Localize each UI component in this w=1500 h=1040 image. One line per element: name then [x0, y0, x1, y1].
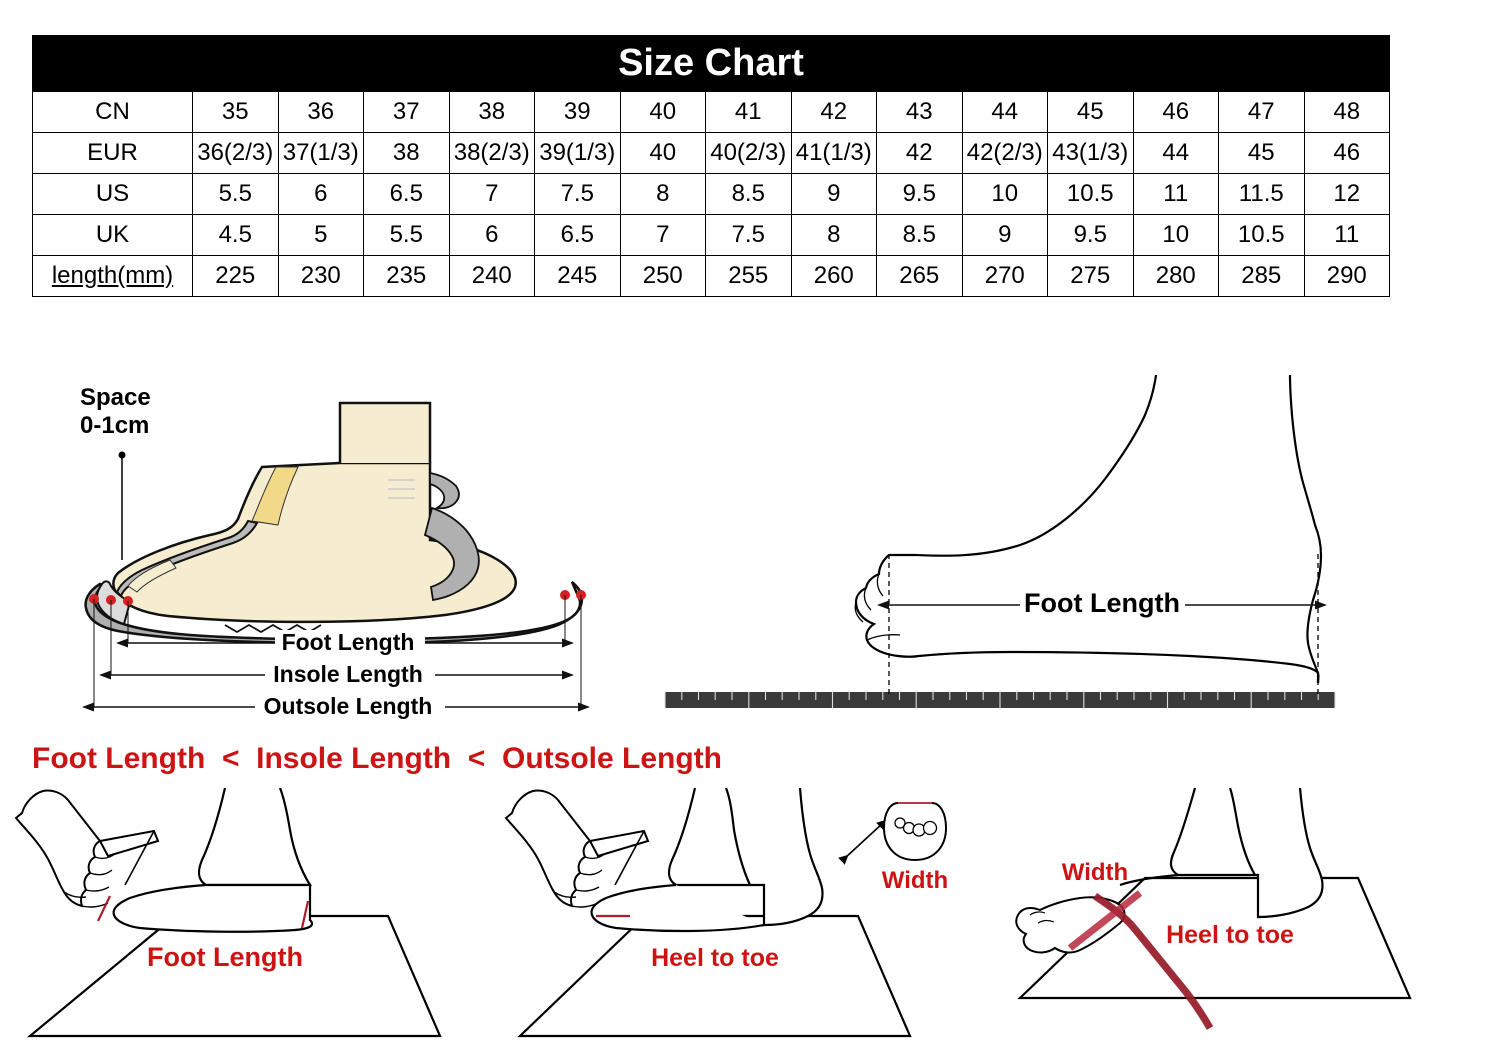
svg-text:Foot Length: Foot Length [1024, 588, 1180, 618]
svg-text:Width: Width [1062, 859, 1128, 886]
svg-text:Space: Space [80, 384, 151, 411]
svg-text:Insole Length: Insole Length [273, 661, 423, 687]
svg-text:Outsole Length: Outsole Length [264, 693, 433, 719]
svg-text:Width: Width [882, 867, 948, 894]
svg-text:Heel to toe: Heel to toe [651, 944, 779, 972]
svg-text:Heel to toe: Heel to toe [1166, 921, 1294, 949]
svg-text:Foot Length: Foot Length [282, 629, 415, 655]
svg-text:Foot Length: Foot Length [147, 942, 303, 972]
svg-text:0-1cm: 0-1cm [80, 412, 149, 439]
